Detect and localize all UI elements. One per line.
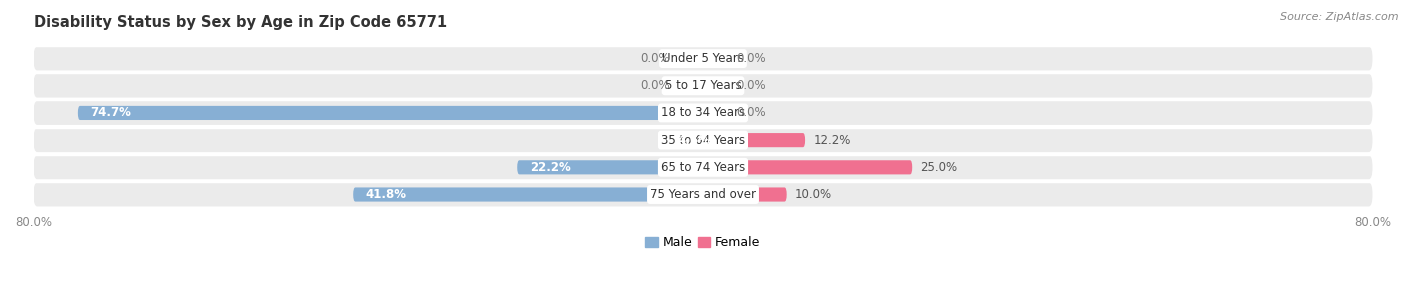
Text: 65 to 74 Years: 65 to 74 Years — [661, 161, 745, 174]
Text: Under 5 Years: Under 5 Years — [662, 52, 744, 65]
FancyBboxPatch shape — [690, 187, 716, 202]
FancyBboxPatch shape — [34, 101, 1372, 125]
Text: 0.0%: 0.0% — [737, 52, 766, 65]
FancyBboxPatch shape — [34, 74, 1372, 98]
FancyBboxPatch shape — [517, 160, 703, 174]
Text: 0.0%: 0.0% — [640, 52, 669, 65]
FancyBboxPatch shape — [34, 155, 1372, 179]
FancyBboxPatch shape — [703, 79, 733, 93]
FancyBboxPatch shape — [703, 160, 912, 174]
FancyBboxPatch shape — [690, 78, 716, 93]
Text: 22.2%: 22.2% — [530, 161, 571, 174]
Text: 18 to 34 Years: 18 to 34 Years — [661, 106, 745, 120]
Text: 4.6%: 4.6% — [678, 134, 710, 147]
Text: Disability Status by Sex by Age in Zip Code 65771: Disability Status by Sex by Age in Zip C… — [34, 15, 447, 30]
Legend: Male, Female: Male, Female — [641, 231, 765, 254]
Text: 75 Years and over: 75 Years and over — [650, 188, 756, 201]
FancyBboxPatch shape — [703, 133, 806, 147]
Text: 0.0%: 0.0% — [737, 79, 766, 92]
Text: 0.0%: 0.0% — [640, 79, 669, 92]
FancyBboxPatch shape — [703, 52, 733, 66]
Text: 10.0%: 10.0% — [794, 188, 832, 201]
FancyBboxPatch shape — [34, 183, 1372, 206]
FancyBboxPatch shape — [673, 52, 703, 66]
Text: 41.8%: 41.8% — [366, 188, 406, 201]
Text: 5 to 17 Years: 5 to 17 Years — [665, 79, 741, 92]
FancyBboxPatch shape — [34, 47, 1372, 70]
FancyBboxPatch shape — [703, 106, 733, 120]
Text: 0.0%: 0.0% — [737, 106, 766, 120]
Text: Source: ZipAtlas.com: Source: ZipAtlas.com — [1281, 12, 1399, 22]
FancyBboxPatch shape — [690, 160, 716, 175]
FancyBboxPatch shape — [690, 132, 716, 148]
Text: 12.2%: 12.2% — [814, 134, 851, 147]
FancyBboxPatch shape — [665, 133, 703, 147]
Text: 25.0%: 25.0% — [921, 161, 957, 174]
Text: 35 to 64 Years: 35 to 64 Years — [661, 134, 745, 147]
FancyBboxPatch shape — [690, 105, 716, 120]
FancyBboxPatch shape — [673, 79, 703, 93]
FancyBboxPatch shape — [353, 188, 703, 202]
FancyBboxPatch shape — [34, 128, 1372, 152]
FancyBboxPatch shape — [703, 188, 787, 202]
FancyBboxPatch shape — [690, 51, 716, 66]
Text: 74.7%: 74.7% — [90, 106, 131, 120]
FancyBboxPatch shape — [77, 106, 703, 120]
